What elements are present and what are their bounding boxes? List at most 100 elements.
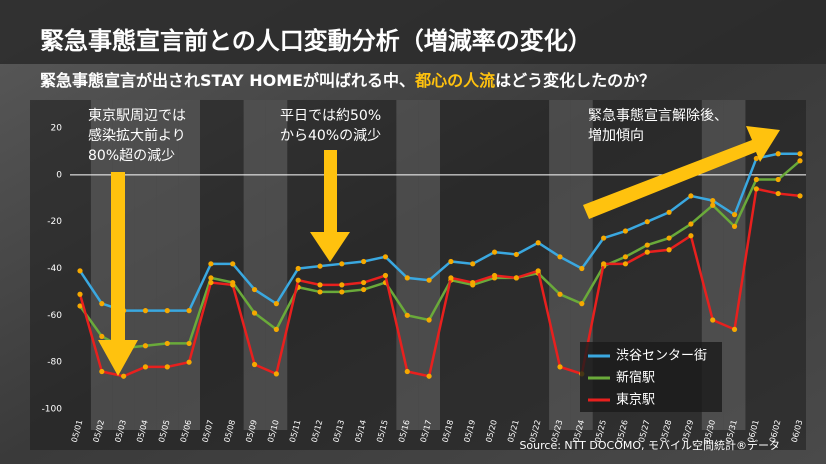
point <box>251 361 258 368</box>
point <box>775 190 781 197</box>
point <box>470 261 476 267</box>
point <box>142 308 149 314</box>
point <box>164 364 170 370</box>
point <box>142 343 149 349</box>
series-line <box>78 187 801 378</box>
y-tick-label: -100 <box>42 405 63 415</box>
subtitle-part: 緊急事態宣言が出されSTAY HOMEが叫ばれる中、 <box>40 71 415 90</box>
point <box>404 368 410 375</box>
point <box>382 272 389 279</box>
point <box>731 223 738 229</box>
subtitle: 緊急事態宣言が出されSTAY HOMEが叫ばれる中、都心の人流はどう変化したのか… <box>40 71 655 90</box>
point <box>251 286 258 293</box>
point <box>273 301 279 307</box>
point <box>710 202 716 208</box>
point <box>644 219 650 225</box>
point <box>426 317 432 323</box>
point <box>557 254 563 260</box>
annotation: 感染拡大前より <box>88 127 186 144</box>
chart-title: 緊急事態宣言前との人口変動分析（増減率の変化） <box>40 27 592 55</box>
point <box>448 275 454 281</box>
point <box>164 308 170 314</box>
point <box>797 193 803 199</box>
point <box>339 261 345 267</box>
point <box>731 326 738 332</box>
point <box>426 277 432 283</box>
point <box>731 212 738 218</box>
point <box>753 176 759 183</box>
legend-label: 東京駅 <box>616 392 655 408</box>
y-tick-label: -40 <box>47 264 62 274</box>
point <box>99 301 105 307</box>
arrows <box>98 126 780 376</box>
point <box>535 240 541 246</box>
point <box>382 254 389 260</box>
point <box>557 291 563 297</box>
source: Source: NTT DOCOMO, モバイル空間統計®データ <box>519 438 780 452</box>
point <box>688 233 694 239</box>
point <box>775 151 781 157</box>
point <box>361 279 367 286</box>
point <box>688 193 694 199</box>
point <box>644 242 650 248</box>
point <box>601 235 607 241</box>
y-tick-label: 20 <box>51 124 63 134</box>
point <box>775 176 781 183</box>
point <box>230 261 236 267</box>
series-line <box>78 152 800 312</box>
point <box>317 263 323 269</box>
legend-label: 渋谷センター街 <box>616 349 707 364</box>
point <box>339 289 345 295</box>
y-tick-label: 0 <box>56 170 62 180</box>
shaded-day <box>156 100 179 430</box>
point <box>121 373 127 379</box>
point <box>491 249 498 255</box>
point <box>251 310 258 316</box>
arrow-down <box>310 150 350 262</box>
point <box>448 258 454 265</box>
point <box>186 340 192 347</box>
shaded-day <box>243 100 266 430</box>
shaded-day <box>396 100 419 430</box>
point <box>666 209 672 215</box>
point <box>208 275 214 281</box>
point <box>797 151 803 157</box>
point <box>208 279 214 286</box>
point <box>710 197 716 204</box>
subtitle-part: はどう変化したのか？ <box>495 71 655 90</box>
point <box>666 235 672 241</box>
title-bar <box>0 0 826 64</box>
point <box>186 308 192 314</box>
annotation: から40%の減少 <box>280 127 381 144</box>
point <box>317 289 323 295</box>
y-tick-label: -60 <box>47 311 62 321</box>
shaded-day <box>723 100 746 430</box>
point <box>622 254 629 260</box>
point <box>295 277 301 283</box>
point <box>644 249 650 255</box>
point <box>470 279 476 286</box>
point <box>317 282 323 288</box>
y-tick-label: -20 <box>47 217 62 227</box>
point <box>142 364 149 370</box>
point <box>208 261 214 267</box>
point <box>273 371 279 377</box>
point <box>77 291 83 297</box>
point <box>710 317 716 323</box>
point <box>186 359 192 365</box>
point <box>513 251 519 258</box>
point <box>99 368 105 375</box>
point <box>491 272 498 279</box>
point <box>688 221 694 227</box>
annotation: 増加傾向 <box>588 128 644 144</box>
point <box>273 326 279 332</box>
point <box>753 186 759 192</box>
point <box>666 247 672 253</box>
point <box>601 261 607 267</box>
shaded-day <box>265 100 288 430</box>
y-tick-label: -80 <box>47 358 62 368</box>
annotation: 緊急事態宣言解除後、 <box>588 108 728 124</box>
point <box>557 364 563 370</box>
